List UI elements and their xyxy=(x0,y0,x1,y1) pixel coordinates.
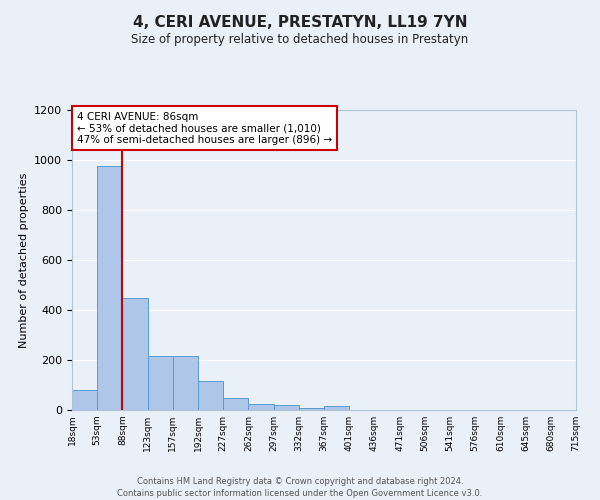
Y-axis label: Number of detached properties: Number of detached properties xyxy=(19,172,29,348)
Text: Contains public sector information licensed under the Open Government Licence v3: Contains public sector information licen… xyxy=(118,489,482,498)
Bar xyxy=(97,166,122,410)
Bar xyxy=(299,408,324,410)
Bar xyxy=(198,381,223,410)
Bar xyxy=(148,356,173,410)
Text: Contains HM Land Registry data © Crown copyright and database right 2024.: Contains HM Land Registry data © Crown c… xyxy=(137,478,463,486)
Text: Size of property relative to detached houses in Prestatyn: Size of property relative to detached ho… xyxy=(131,32,469,46)
Bar xyxy=(122,298,148,410)
Bar xyxy=(223,398,248,410)
Bar xyxy=(173,356,198,410)
Bar xyxy=(274,405,299,410)
Bar xyxy=(248,404,274,410)
Text: 4, CERI AVENUE, PRESTATYN, LL19 7YN: 4, CERI AVENUE, PRESTATYN, LL19 7YN xyxy=(133,15,467,30)
Text: 4 CERI AVENUE: 86sqm
← 53% of detached houses are smaller (1,010)
47% of semi-de: 4 CERI AVENUE: 86sqm ← 53% of detached h… xyxy=(77,112,332,144)
Bar xyxy=(72,390,97,410)
Bar xyxy=(324,406,349,410)
